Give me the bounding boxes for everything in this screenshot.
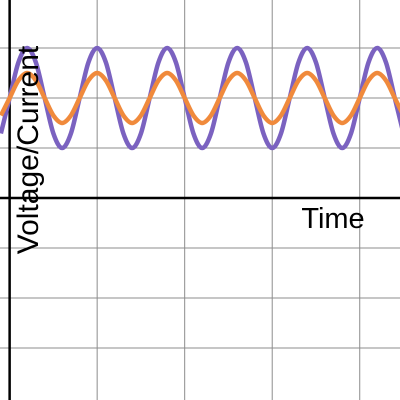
x-axis-label: Time [301, 203, 364, 235]
y-axis-label: Voltage/Current [12, 45, 45, 254]
series-line [0, 45, 400, 151]
curves [0, 45, 400, 151]
series-line [0, 70, 400, 126]
